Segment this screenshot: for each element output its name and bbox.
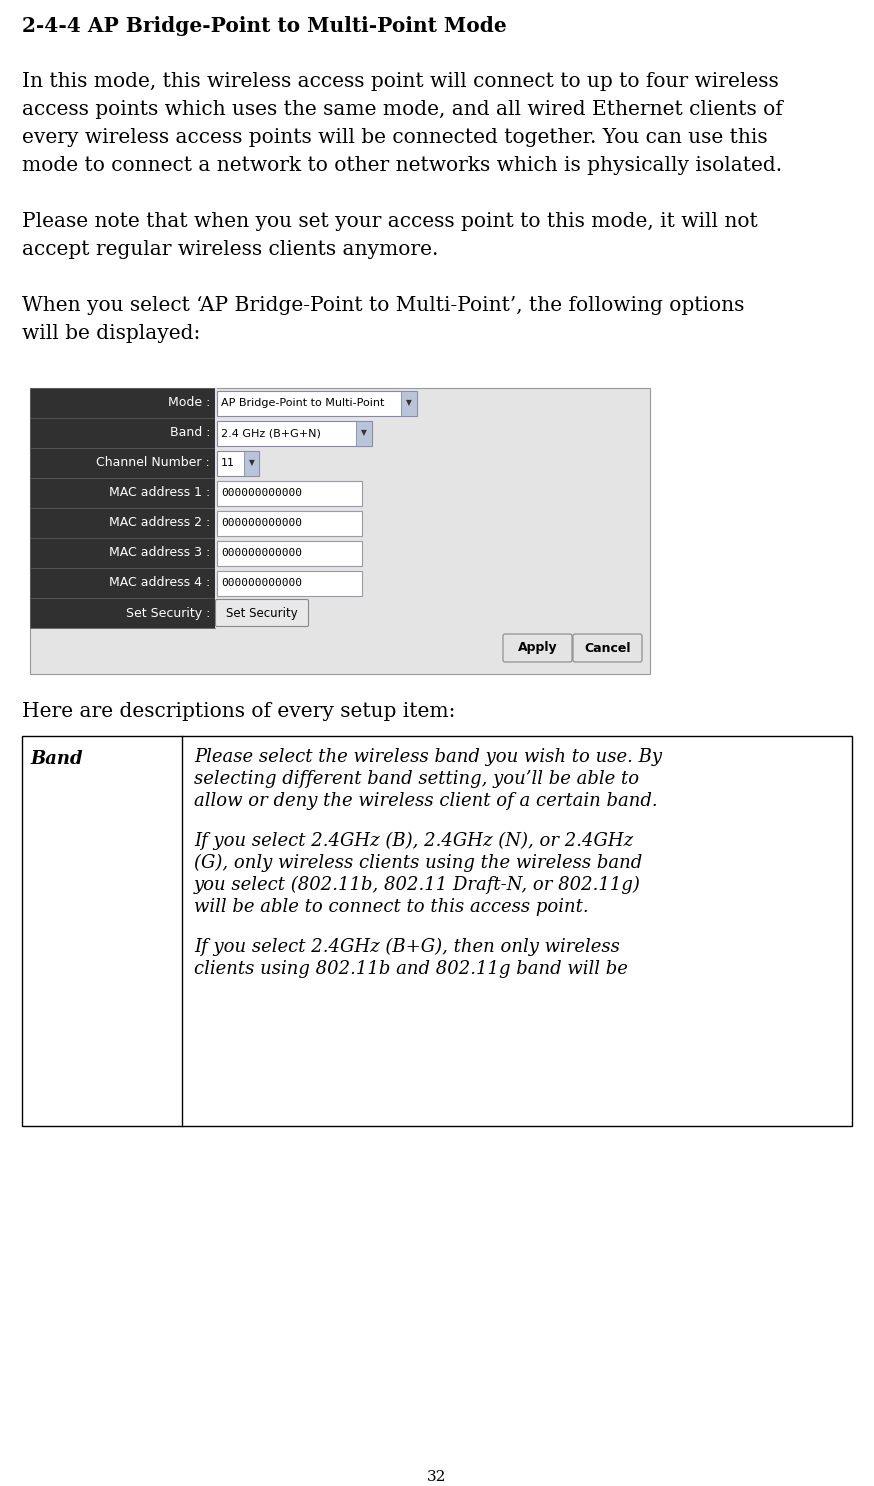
Text: 000000000000: 000000000000	[221, 548, 302, 559]
Text: ▼: ▼	[406, 398, 412, 407]
Text: 32: 32	[427, 1470, 447, 1485]
Text: Please select the wireless band you wish to use. By: Please select the wireless band you wish…	[194, 747, 662, 765]
Text: When you select ‘AP Bridge-Point to Multi-Point’, the following options: When you select ‘AP Bridge-Point to Mult…	[22, 296, 745, 315]
Bar	[30, 388, 650, 675]
Bar	[401, 391, 417, 416]
Text: Mode :: Mode :	[168, 397, 210, 410]
Bar	[215, 447, 217, 478]
Text: MAC address 3 :: MAC address 3 :	[108, 547, 210, 560]
Bar	[217, 541, 362, 566]
Bar	[215, 597, 217, 629]
Bar	[30, 597, 215, 629]
Bar	[30, 418, 215, 447]
FancyBboxPatch shape	[503, 635, 572, 661]
Text: Cancel: Cancel	[584, 642, 631, 654]
Text: every wireless access points will be connected together. You can use this: every wireless access points will be con…	[22, 128, 767, 147]
Text: MAC address 2 :: MAC address 2 :	[108, 517, 210, 529]
Bar	[215, 418, 217, 447]
Text: MAC address 1 :: MAC address 1 :	[108, 486, 210, 499]
FancyBboxPatch shape	[573, 635, 642, 661]
Bar	[30, 538, 215, 568]
Bar	[215, 388, 217, 418]
Text: Apply: Apply	[517, 642, 558, 654]
Text: clients using 802.11b and 802.11g band will be: clients using 802.11b and 802.11g band w…	[194, 960, 628, 978]
Text: will be able to connect to this access point.: will be able to connect to this access p…	[194, 898, 588, 915]
Bar	[217, 450, 259, 476]
Text: access points which uses the same mode, and all wired Ethernet clients of: access points which uses the same mode, …	[22, 100, 783, 119]
Text: AP Bridge-Point to Multi-Point: AP Bridge-Point to Multi-Point	[221, 398, 385, 409]
Text: 000000000000: 000000000000	[221, 519, 302, 528]
Text: MAC address 4 :: MAC address 4 :	[108, 577, 210, 590]
Bar	[215, 538, 217, 568]
Text: Band :: Band :	[170, 426, 210, 440]
Text: will be displayed:: will be displayed:	[22, 324, 200, 343]
Bar	[215, 568, 217, 597]
Text: mode to connect a network to other networks which is physically isolated.: mode to connect a network to other netwo…	[22, 156, 782, 175]
Text: 000000000000: 000000000000	[221, 487, 302, 498]
Bar	[30, 447, 215, 478]
Text: you select (802.11b, 802.11 Draft-N, or 802.11g): you select (802.11b, 802.11 Draft-N, or …	[194, 877, 641, 895]
Text: ▼: ▼	[361, 428, 367, 437]
Text: Band: Band	[30, 750, 83, 768]
Text: Set Security :: Set Security :	[126, 606, 210, 620]
Text: 000000000000: 000000000000	[221, 578, 302, 588]
Text: selecting different band setting, you’ll be able to: selecting different band setting, you’ll…	[194, 770, 639, 788]
Bar	[30, 568, 215, 597]
Text: allow or deny the wireless client of a certain band.: allow or deny the wireless client of a c…	[194, 792, 657, 810]
Text: Here are descriptions of every setup item:: Here are descriptions of every setup ite…	[22, 701, 455, 721]
Text: If you select 2.4GHz (B+G), then only wireless: If you select 2.4GHz (B+G), then only wi…	[194, 938, 620, 957]
Text: accept regular wireless clients anymore.: accept regular wireless clients anymore.	[22, 241, 439, 259]
Text: 11: 11	[221, 458, 235, 468]
Bar	[215, 478, 217, 508]
Bar	[217, 571, 362, 596]
Text: Please note that when you set your access point to this mode, it will not: Please note that when you set your acces…	[22, 212, 758, 230]
Bar	[215, 508, 217, 538]
Bar	[22, 736, 852, 1126]
Bar	[217, 511, 362, 536]
Bar	[244, 450, 259, 476]
Bar	[217, 391, 417, 416]
Text: 2-4-4 AP Bridge-Point to Multi-Point Mode: 2-4-4 AP Bridge-Point to Multi-Point Mod…	[22, 16, 507, 36]
Bar	[217, 421, 372, 446]
Bar	[30, 388, 215, 418]
Bar	[30, 508, 215, 538]
Text: In this mode, this wireless access point will connect to up to four wireless: In this mode, this wireless access point…	[22, 71, 779, 91]
Text: Set Security: Set Security	[226, 606, 298, 620]
Bar	[30, 478, 215, 508]
Text: (G), only wireless clients using the wireless band: (G), only wireless clients using the wir…	[194, 854, 642, 872]
Text: 2.4 GHz (B+G+N): 2.4 GHz (B+G+N)	[221, 428, 321, 438]
Text: ▼: ▼	[248, 459, 254, 468]
Bar	[217, 481, 362, 507]
FancyBboxPatch shape	[216, 599, 309, 627]
Text: Channel Number :: Channel Number :	[96, 456, 210, 470]
Bar	[356, 421, 372, 446]
Text: If you select 2.4GHz (B), 2.4GHz (N), or 2.4GHz: If you select 2.4GHz (B), 2.4GHz (N), or…	[194, 832, 633, 850]
